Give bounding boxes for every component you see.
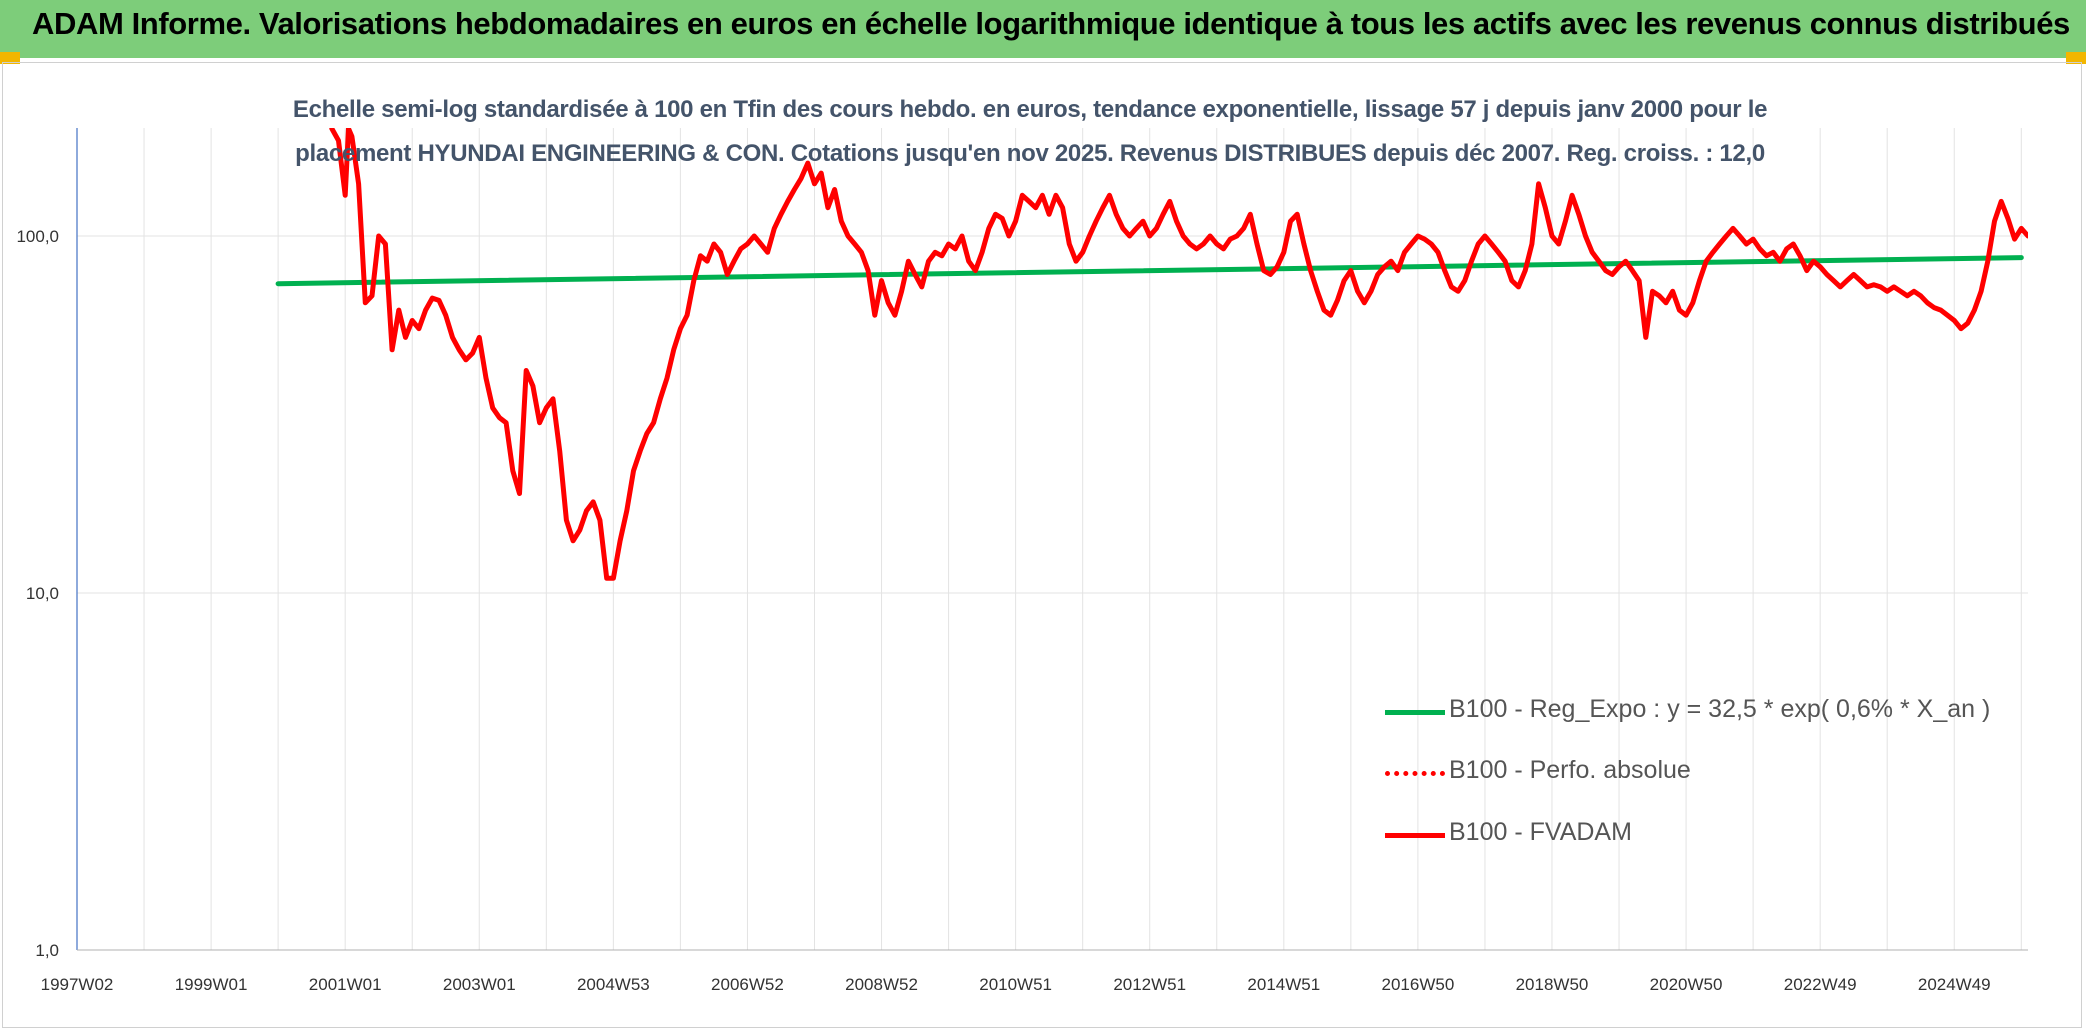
x-tick-label: 2001W01 xyxy=(309,975,382,994)
x-tick-label: 2016W50 xyxy=(1382,975,1455,994)
series-lines xyxy=(275,128,2028,581)
x-tick-label: 2004W53 xyxy=(577,975,650,994)
report-header: ADAM Informe. Valorisations hebdomadaire… xyxy=(0,0,2086,58)
legend-swatch-perfo-absolue xyxy=(1385,771,1445,776)
legend-swatch-fvadam xyxy=(1385,833,1445,838)
x-tick-label: 2010W51 xyxy=(979,975,1052,994)
y-tick-label: 10,0 xyxy=(26,584,59,603)
chart-frame xyxy=(2,62,2082,1028)
x-tick-label: 2020W50 xyxy=(1650,975,1723,994)
x-tick-label: 2003W01 xyxy=(443,975,516,994)
report-title: ADAM Informe. Valorisations hebdomadaire… xyxy=(32,6,2070,41)
y-tick-label: 100,0 xyxy=(16,227,59,246)
x-tick-label: 2014W51 xyxy=(1247,975,1320,994)
grid-lines xyxy=(76,128,2028,951)
x-tick-label: 2008W52 xyxy=(845,975,918,994)
x-tick-label: 2022W49 xyxy=(1784,975,1857,994)
chart-title: Echelle semi-log standardisée à 100 en T… xyxy=(292,96,1768,167)
corner-mark-left xyxy=(0,52,20,64)
legend-label-regression: B100 - Reg_Expo : y = 32,5 * exp( 0,6% *… xyxy=(1449,695,1991,723)
corner-mark-right xyxy=(2066,52,2086,64)
legend-label-fvadam: B100 - FVADAM xyxy=(1449,818,1632,846)
y-tick-label: 1,0 xyxy=(35,941,59,960)
legend-label-perfo-absolue: B100 - Perfo. absolue xyxy=(1449,756,1691,784)
x-tick-label: 2024W49 xyxy=(1918,975,1991,994)
tick-labels: 1,0 10,0 100,0 1997W02 1999W01 2001W01 2003W01… xyxy=(16,227,1990,994)
x-tick-label: 2012W51 xyxy=(1113,975,1186,994)
x-tick-label: 1997W02 xyxy=(41,975,114,994)
x-tick-label: 2006W52 xyxy=(711,975,784,994)
axes xyxy=(76,128,2028,951)
x-tick-label: 1999W01 xyxy=(175,975,248,994)
legend-swatch-regression xyxy=(1385,710,1445,715)
x-tick-label: 2018W50 xyxy=(1516,975,1589,994)
series-line-0 xyxy=(275,255,2024,287)
series-line-2 xyxy=(329,128,2028,581)
